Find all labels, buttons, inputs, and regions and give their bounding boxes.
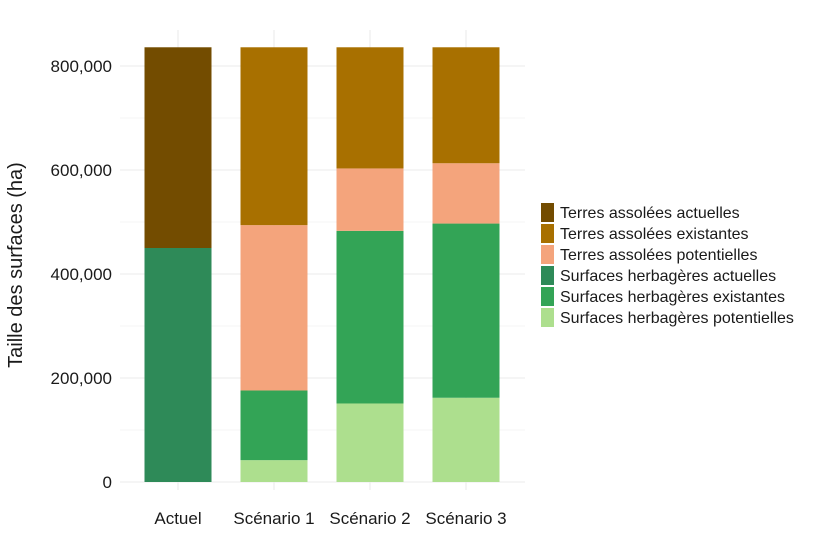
legend-label: Terres assolées existantes — [560, 226, 749, 243]
x-axis-ticks: Actuel Scénario 1 Scénario 2 Scénario 3 — [154, 509, 506, 528]
y-tick-label: 200,000 — [51, 369, 112, 388]
legend-key — [541, 266, 554, 285]
bar-segment — [336, 403, 404, 482]
bar-segment — [336, 230, 404, 404]
y-axis-ticks: 0 200,000 400,000 600,000 800,000 — [51, 57, 112, 492]
y-tick-label: 600,000 — [51, 161, 112, 180]
legend-key — [541, 203, 554, 222]
x-tick-label: Actuel — [154, 509, 201, 528]
bar-segment — [240, 47, 308, 226]
bar-segment — [336, 47, 404, 169]
bar-segment — [144, 47, 212, 248]
legend-key — [541, 287, 554, 306]
legend-label: Surfaces herbagères potentielles — [560, 310, 794, 327]
bars — [144, 47, 500, 482]
bar-segment — [432, 223, 500, 398]
y-tick-label: 800,000 — [51, 57, 112, 76]
bar-segment — [336, 168, 404, 231]
bar-segment — [240, 225, 308, 391]
x-tick-label: Scénario 3 — [425, 509, 506, 528]
legend-key — [541, 224, 554, 243]
legend-label: Surfaces herbagères existantes — [560, 289, 785, 306]
legend: Terres assolées actuelles Terres assolées… — [541, 203, 794, 327]
bar-segment — [432, 397, 500, 482]
y-tick-label: 0 — [103, 473, 112, 492]
x-tick-label: Scénario 2 — [329, 509, 410, 528]
y-axis-label: Taille des surfaces (ha) — [5, 162, 27, 368]
legend-label: Terres assolées actuelles — [560, 205, 740, 222]
bar-segment — [144, 248, 212, 482]
bar-segment — [240, 390, 308, 461]
bar-segment — [432, 47, 500, 164]
bar-segment — [432, 163, 500, 224]
legend-label: Terres assolées potentielles — [560, 247, 757, 264]
bar-segment — [240, 460, 308, 482]
y-tick-label: 400,000 — [51, 265, 112, 284]
legend-key — [541, 245, 554, 264]
legend-key — [541, 308, 554, 327]
legend-label: Surfaces herbagères actuelles — [560, 268, 776, 285]
x-tick-label: Scénario 1 — [233, 509, 314, 528]
